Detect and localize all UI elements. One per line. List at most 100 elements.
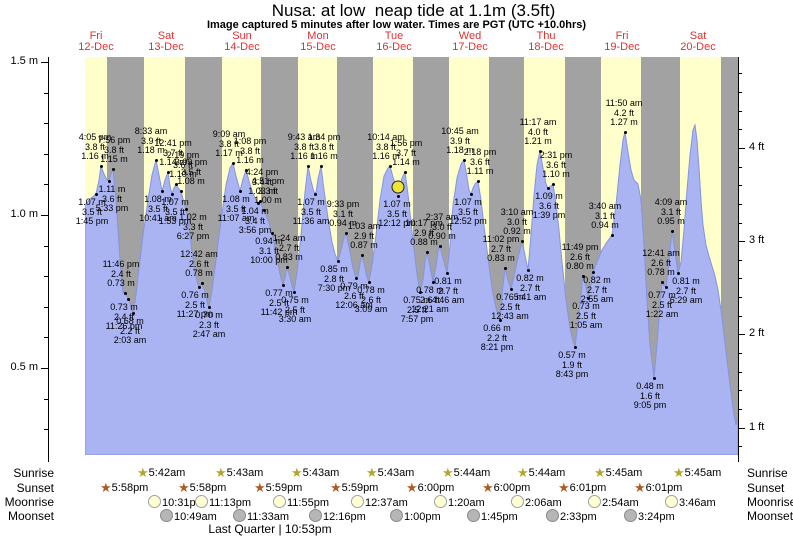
tide-event-annotation: 0.78 m 2.6 ft 3:09 am xyxy=(355,285,388,315)
tide-event-annotation: 9:09 am 3.8 ft 1.17 m xyxy=(213,129,246,159)
tide-event-dot xyxy=(551,182,555,186)
annotation-line-1: 1:34 pm xyxy=(307,132,341,142)
tide-event-dot xyxy=(610,233,614,237)
annotation-line-1: 0.70 m xyxy=(195,310,223,320)
sunrise-icon: ★ xyxy=(442,465,454,480)
annotation-line-2: 2.6 ft xyxy=(419,294,440,305)
left-axis-label: 1.5 m xyxy=(10,55,38,67)
astro-item-sunrise: ★5:45am xyxy=(594,466,642,480)
annotation-line-1: 11:02 pm xyxy=(482,234,520,244)
tide-event-annotation: 4:09 am 3.1 ft 0.95 m xyxy=(655,197,688,227)
tide-event-annotation: 2:18 pm 3.6 ft 1.11 m xyxy=(464,147,497,177)
sunset-icon: ★ xyxy=(254,480,266,495)
annotation-line-3: 1.14 m xyxy=(392,157,420,167)
tide-event-annotation: 12:42 am 2.6 ft 0.78 m xyxy=(180,249,218,279)
annotation-line-2: 3.1 ft xyxy=(332,208,353,219)
tide-event-annotation: 1:34 pm 3.8 ft 1.16 m xyxy=(307,132,341,162)
astro-time: 5:43am xyxy=(377,467,415,479)
annotation-line-3: 1.18 m xyxy=(446,145,474,155)
axis-line xyxy=(738,57,739,462)
astro-item-sunrise: ★5:42am xyxy=(137,466,185,480)
tide-event-annotation: 1.07 m 3.5 ft 11:36 am xyxy=(293,197,330,227)
astro-time: 5:59pm xyxy=(265,482,303,494)
right-axis-label: 1 ft xyxy=(749,421,765,433)
moonset-icon xyxy=(390,509,403,522)
tide-event-annotation: 0.85 m 2.8 ft 7:30 pm xyxy=(318,264,351,294)
tide-event-dot xyxy=(670,229,674,233)
tide-event-annotation: 0.81 m 2.7 ft 6:29 am xyxy=(670,276,703,306)
annotation-line-1: 0.82 m xyxy=(516,273,544,283)
astro-time: 1:20am xyxy=(448,497,485,509)
annotation-line-3: 0.80 m xyxy=(566,261,594,271)
tide-event-dot xyxy=(262,208,266,212)
annotation-line-3: 1.18 m xyxy=(137,145,165,155)
tide-event-dot xyxy=(160,189,164,193)
axis-tick xyxy=(738,297,742,298)
annotation-line-3: 1.16 m xyxy=(81,151,109,161)
tide-event-dot xyxy=(462,158,466,162)
annotation-line-3: 5:33 pm xyxy=(95,203,129,213)
sunset-icon: ★ xyxy=(482,480,494,495)
annotation-line-2: 3.1 ft xyxy=(258,245,279,256)
astro-item-moonrise: 2:06am xyxy=(511,495,562,510)
tide-event-dot xyxy=(503,266,507,270)
tide-event-annotation: 0.78 m 2.6 ft 12:21 am xyxy=(411,285,449,315)
axis-tick xyxy=(44,276,48,277)
annotation-line-1: 1.07 m xyxy=(78,197,106,207)
astro-time: 5:58pm xyxy=(189,482,227,494)
annotation-line-1: 0.75 m xyxy=(403,295,431,305)
day-label: Mon 15-Dec xyxy=(283,31,353,53)
annotation-line-1: 1.08 m xyxy=(144,194,172,204)
annotation-line-3: 9:05 pm xyxy=(633,400,667,410)
annotation-line-1: 0.82 m xyxy=(583,275,611,285)
tide-event-dot xyxy=(270,231,274,235)
annotation-line-3: 10:41 am xyxy=(139,213,177,223)
axis-tick xyxy=(738,167,742,168)
left-axis-label: 0.5 m xyxy=(10,361,38,373)
axis-tick xyxy=(738,446,742,447)
day-name: Fri xyxy=(615,30,629,42)
annotation-line-3: 1.27 m xyxy=(610,117,638,127)
tide-event-annotation: 2:19 pm 3.6 ft 1.10 m xyxy=(167,150,200,180)
tide-event-annotation: 11:46 pm 2.4 ft 0.73 m xyxy=(103,259,140,289)
day-name: Sun xyxy=(232,30,252,42)
tide-event-dot xyxy=(476,179,480,183)
sunset-icon: ★ xyxy=(634,480,646,495)
annotation-line-2: 3.5 ft xyxy=(164,206,185,217)
astro-time: 5:43am xyxy=(226,467,264,479)
astro-item-moonrise: 2:54am xyxy=(588,495,639,510)
annotation-line-3: 1.16 m xyxy=(372,151,400,161)
annotation-line-2: 3.6 ft xyxy=(101,193,122,204)
astro-time: 6:01pm xyxy=(569,482,607,494)
astro-time: 1:00pm xyxy=(404,511,441,523)
tide-event-annotation: 1.02 m 3.3 ft 6:27 pm xyxy=(177,212,210,242)
axis-tick xyxy=(738,223,742,224)
tide-event-dot xyxy=(231,161,235,165)
day-name: Mon xyxy=(307,30,329,42)
right-axis-label: 2 ft xyxy=(749,327,765,339)
tide-event-dot xyxy=(166,170,170,174)
tide-event-dot xyxy=(131,311,135,315)
moonset-icon xyxy=(309,509,322,522)
tide-event-annotation: 4:05 pm 3.8 ft 1.16 m xyxy=(79,132,112,162)
astro-item-sunset: ★5:58pm xyxy=(178,481,226,495)
annotation-line-3: 0.90 m xyxy=(428,231,456,241)
astro-time: 6:01pm xyxy=(645,482,683,494)
sunrise-icon: ★ xyxy=(291,465,303,480)
tide-event-annotation: 1.07 m 3.5 ft 12:52 pm xyxy=(449,197,487,227)
annotation-line-1: 9:33 pm xyxy=(326,199,360,209)
annotation-line-3: 1.08 m xyxy=(177,176,205,186)
annotation-line-3: 0.94 m xyxy=(591,220,619,230)
astro-time: 6:00pm xyxy=(417,482,455,494)
axis-tick xyxy=(738,129,742,130)
annotation-line-1: 10:14 am xyxy=(367,132,405,142)
astro-row-label-left: Moonrise xyxy=(4,495,54,509)
tide-event-dot xyxy=(396,194,400,198)
tide-event-dot xyxy=(94,192,98,196)
annotation-line-3: 0.78 m xyxy=(647,267,675,277)
astro-time: 1:45pm xyxy=(481,511,518,523)
annotation-line-3: 8:21 pm xyxy=(480,342,514,352)
day-name: Sat xyxy=(157,30,175,42)
annotation-line-1: 0.75 m xyxy=(281,295,309,305)
annotation-line-2: 2.3 ft xyxy=(198,319,219,330)
